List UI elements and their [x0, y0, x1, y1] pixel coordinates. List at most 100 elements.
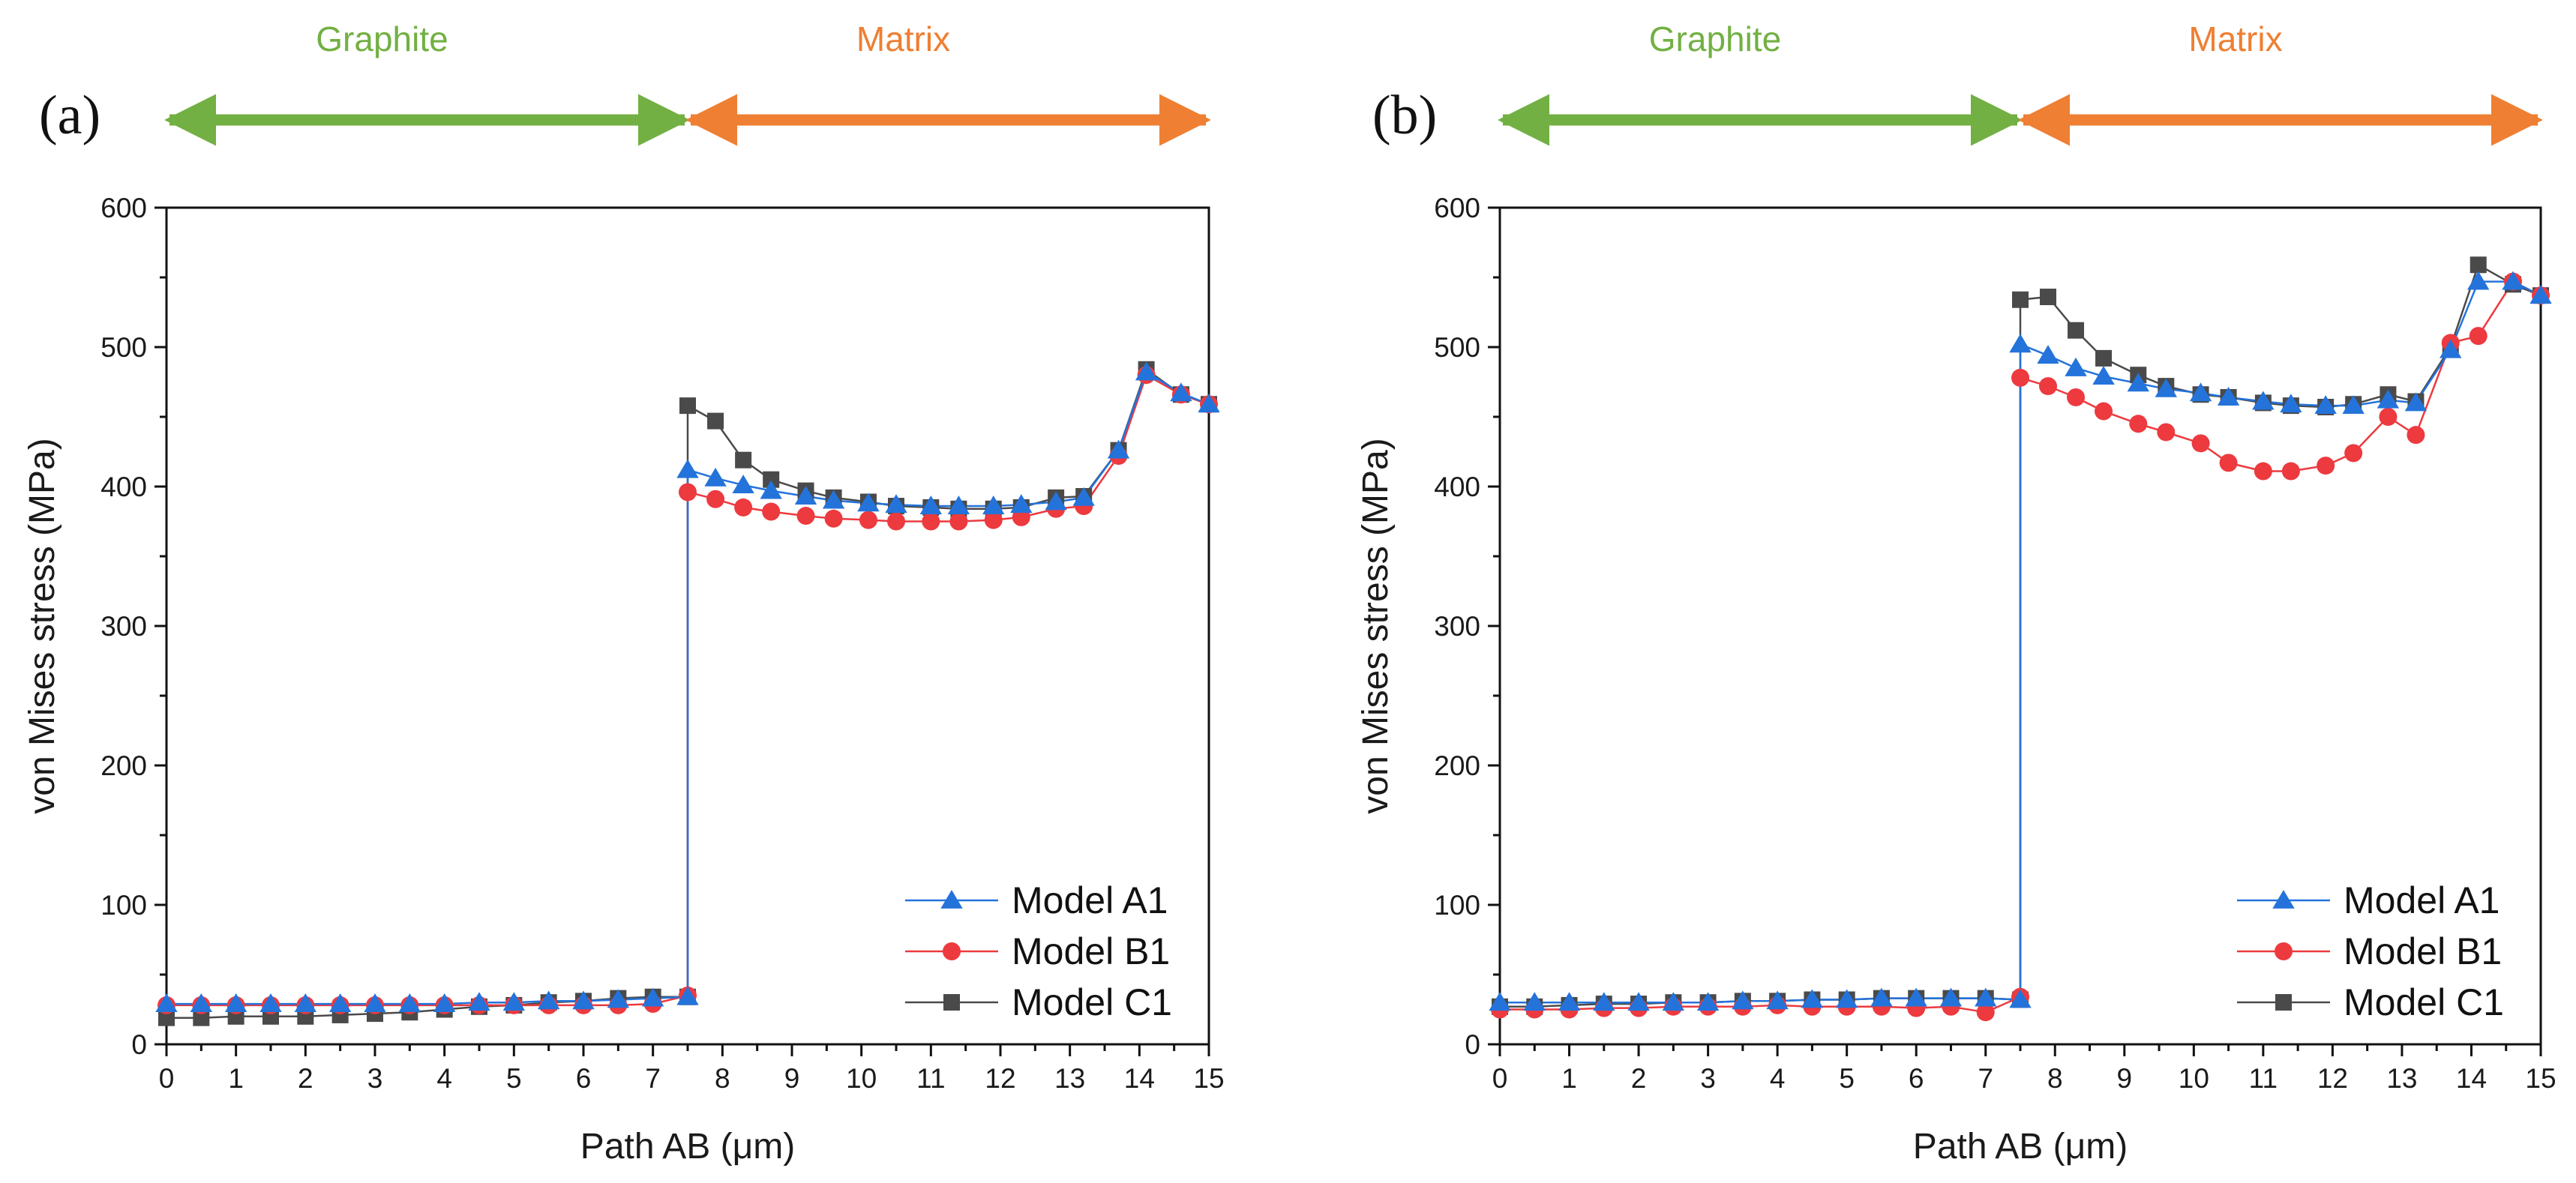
data-point-model-a1	[676, 459, 699, 478]
x-tick-label: 8	[715, 1063, 730, 1094]
data-point-model-b1	[922, 512, 940, 531]
data-point-model-a1	[1801, 989, 1824, 1008]
legend-marker-model-a1	[940, 890, 963, 909]
legend-label-model-a1: Model A1	[2344, 879, 2500, 921]
x-tick-label: 4	[436, 1063, 452, 1094]
data-point-model-b1	[762, 502, 781, 521]
data-point-model-b1	[2157, 423, 2176, 442]
data-point-model-a1	[982, 496, 1005, 514]
chart-panel-a: Graphite Matrix(a)0 1 2 3 4 5 6 7 8 9 10 11 12 13 14 150…	[22, 19, 1225, 1167]
x-tick-label: 14	[2456, 1063, 2487, 1094]
legend-marker-model-c1	[943, 994, 960, 1011]
data-point-model-a1	[398, 993, 421, 1012]
y-tick-label: 100	[100, 890, 147, 921]
x-tick-label: 9	[2117, 1063, 2133, 1094]
data-point-model-a1	[732, 475, 754, 494]
y-tick-label: 300	[1434, 611, 1480, 642]
data-point-model-b1	[984, 511, 1003, 529]
x-tick-label: 3	[1700, 1063, 1716, 1094]
y-tick-label: 400	[1434, 472, 1480, 502]
data-point-model-a1	[794, 486, 817, 505]
data-point-model-a1	[2217, 386, 2240, 406]
data-point-model-c1	[707, 412, 724, 430]
data-point-model-a1	[1072, 487, 1095, 506]
region-label-graphite: Graphite	[316, 19, 448, 58]
x-tick-label: 15	[2525, 1063, 2556, 1094]
data-point-model-a1	[433, 993, 456, 1012]
data-point-model-a1	[2037, 345, 2059, 364]
x-tick-label: 9	[784, 1063, 800, 1094]
data-point-model-b1	[2067, 388, 2086, 406]
x-tick-label: 1	[1561, 1063, 1577, 1094]
x-tick-label: 7	[645, 1063, 661, 1094]
data-point-model-b1	[2254, 462, 2272, 481]
data-point-model-b1	[2095, 402, 2113, 421]
data-point-model-b1	[706, 490, 725, 508]
y-tick-label: 500	[100, 332, 147, 363]
data-point-model-b1	[949, 512, 968, 531]
x-tick-label: 14	[1124, 1063, 1155, 1094]
panel-label: (a)	[39, 85, 100, 146]
y-tick-label: 400	[100, 472, 147, 502]
data-point-model-a1	[885, 494, 907, 514]
data-point-model-a1	[468, 992, 490, 1011]
data-point-model-a1	[2377, 389, 2400, 409]
data-point-model-a1	[1010, 494, 1033, 514]
data-point-model-a1	[1489, 992, 1511, 1011]
data-point-model-b1	[824, 509, 843, 528]
data-point-model-c1	[2095, 349, 2113, 367]
data-point-model-c1	[2470, 256, 2487, 274]
data-point-model-a1	[2467, 271, 2490, 290]
y-tick-label: 300	[100, 611, 147, 642]
data-point-model-b1	[734, 498, 753, 517]
data-point-model-c1	[193, 1009, 210, 1026]
y-tick-label: 0	[131, 1029, 147, 1060]
data-point-model-b1	[2039, 377, 2058, 396]
data-point-model-a1	[2314, 395, 2337, 415]
data-point-model-a1	[2009, 989, 2032, 1008]
data-point-model-b1	[679, 483, 697, 502]
data-point-model-a1	[857, 493, 880, 512]
data-point-model-a1	[676, 986, 699, 1005]
data-point-model-c1	[679, 397, 696, 415]
data-point-model-a1	[2065, 357, 2087, 376]
data-point-model-a1	[1107, 439, 1130, 459]
data-point-model-a1	[537, 990, 560, 1010]
y-tick-label: 600	[100, 193, 147, 223]
data-point-model-a1	[1696, 992, 1720, 1011]
x-tick-label: 11	[916, 1063, 945, 1094]
x-tick-label: 5	[506, 1063, 522, 1094]
x-tick-label: 3	[367, 1063, 383, 1094]
data-point-model-a1	[2280, 394, 2302, 413]
data-point-model-a1	[919, 496, 943, 514]
y-axis-title: von Mises stress (MPa)	[22, 438, 62, 813]
series-line-model-a1	[1500, 280, 2542, 1004]
x-tick-label: 0	[159, 1063, 175, 1094]
data-point-model-c1	[2012, 291, 2029, 308]
y-tick-label: 600	[1434, 193, 1480, 223]
legend-marker-model-b1	[2275, 942, 2293, 960]
data-point-model-a1	[947, 496, 970, 514]
data-point-model-a1	[1045, 491, 1067, 511]
data-point-model-a1	[1870, 987, 1893, 1007]
data-point-model-b1	[2129, 415, 2148, 433]
data-point-model-b1	[2469, 327, 2488, 346]
x-tick-label: 10	[2179, 1063, 2209, 1094]
x-tick-label: 13	[2386, 1063, 2417, 1094]
x-tick-label: 10	[846, 1063, 877, 1094]
y-tick-label: 200	[100, 750, 147, 781]
data-point-model-b1	[887, 512, 905, 531]
region-label-matrix: Matrix	[856, 19, 950, 58]
data-point-model-a1	[1170, 382, 1192, 402]
x-tick-label: 6	[576, 1063, 592, 1094]
data-point-model-a1	[259, 993, 282, 1012]
x-tick-label: 2	[298, 1063, 313, 1094]
legend-marker-model-a1	[2272, 890, 2295, 909]
data-point-model-c1	[735, 451, 752, 469]
data-point-model-a1	[2009, 334, 2032, 353]
x-axis-title: Path AB (μm)	[1913, 1127, 2128, 1167]
x-tick-label: 4	[1770, 1063, 1786, 1094]
data-point-model-a1	[1662, 992, 1685, 1011]
data-point-model-a1	[1766, 990, 1789, 1010]
data-point-model-a1	[364, 993, 386, 1012]
